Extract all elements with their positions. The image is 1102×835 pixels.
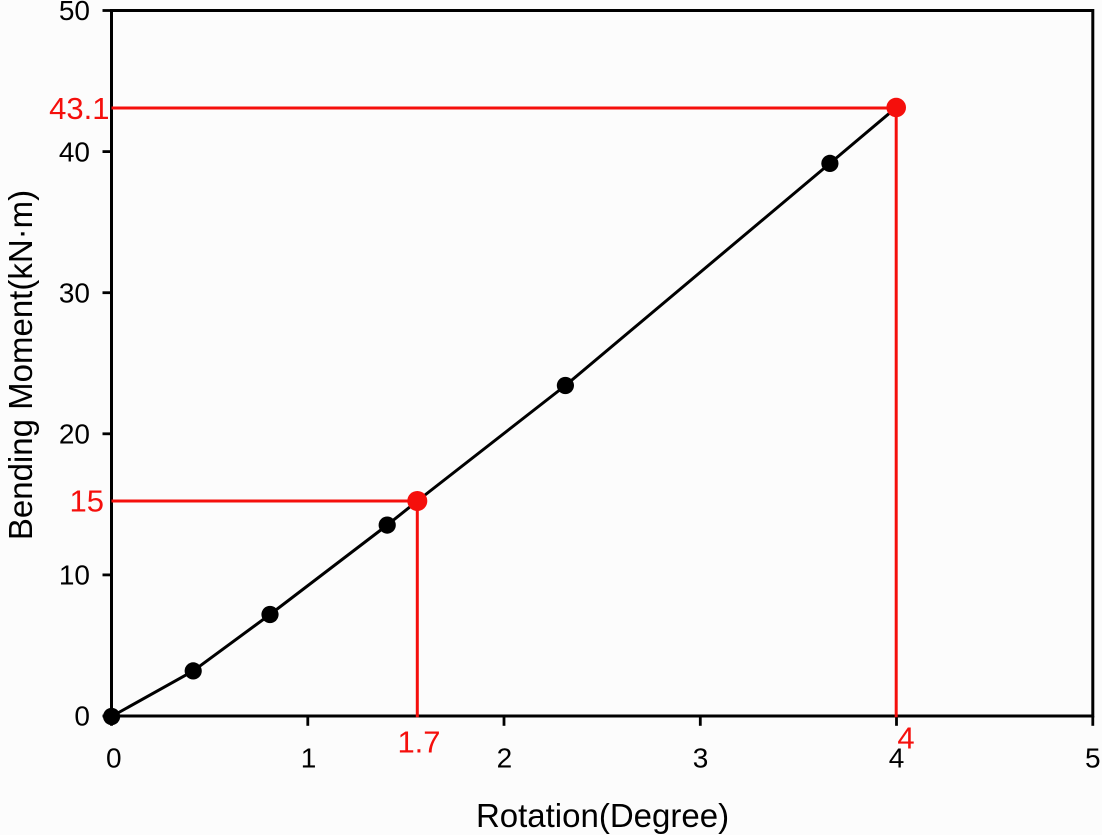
svg-text:Bending Moment(kN·m): Bending Moment(kN·m) [2,190,39,540]
svg-text:20: 20 [59,419,90,450]
svg-text:43.1: 43.1 [49,91,109,126]
svg-text:15: 15 [70,484,104,519]
svg-text:0: 0 [74,701,90,732]
svg-text:5: 5 [1085,743,1101,774]
svg-text:4: 4 [889,743,905,774]
svg-text:50: 50 [59,0,90,26]
svg-text:0: 0 [106,743,122,774]
svg-text:Rotation(Degree): Rotation(Degree) [476,797,729,834]
svg-text:1.7: 1.7 [397,725,440,760]
svg-text:4: 4 [897,721,914,756]
svg-text:1: 1 [301,743,317,774]
svg-text:30: 30 [59,277,90,308]
svg-text:40: 40 [59,136,90,167]
svg-text:10: 10 [59,560,90,591]
svg-text:2: 2 [497,743,513,774]
svg-text:3: 3 [693,743,709,774]
